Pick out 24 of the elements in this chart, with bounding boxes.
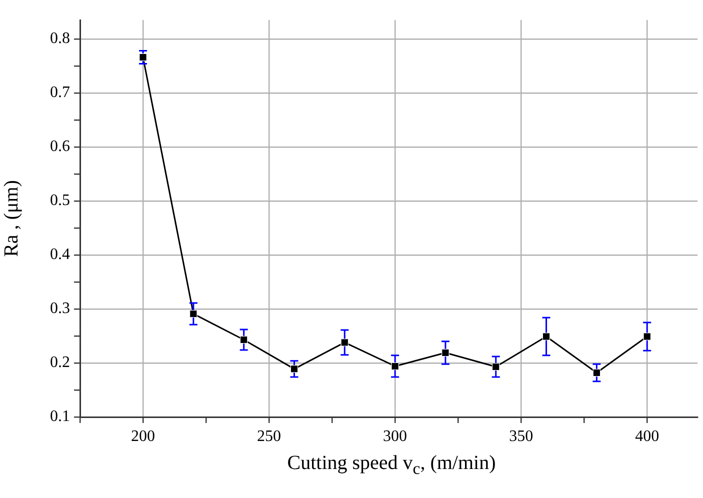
x-tick-label: 300 bbox=[383, 428, 408, 445]
y-tick-label: 0.8 bbox=[50, 30, 70, 48]
y-tick-label: 0.3 bbox=[50, 300, 70, 318]
x-tick-label: 400 bbox=[635, 428, 660, 445]
y-tick-label: 0.4 bbox=[50, 246, 70, 264]
y-tick-label: 0.6 bbox=[50, 138, 70, 156]
y-tick-label: 0.5 bbox=[50, 192, 70, 210]
point bbox=[592, 368, 600, 376]
point bbox=[492, 362, 500, 371]
point bbox=[190, 310, 198, 318]
point bbox=[542, 332, 550, 340]
point bbox=[442, 348, 450, 357]
y-axis-title: Ra , (μm) bbox=[0, 180, 22, 257]
y-tick-label: 0.7 bbox=[50, 84, 70, 102]
y-tick-label: 0.1 bbox=[50, 408, 70, 426]
x-tick-label: 250 bbox=[257, 428, 282, 445]
point bbox=[391, 362, 399, 370]
point bbox=[340, 338, 348, 346]
x-tick-label: 350 bbox=[509, 428, 534, 445]
y-tick-label: 0.2 bbox=[50, 354, 70, 372]
point bbox=[240, 336, 248, 344]
x-tick-label: 200 bbox=[131, 428, 156, 445]
x-axis-title: Cutting speed v$_{c}$, (m/min) bbox=[286, 452, 497, 479]
point bbox=[290, 365, 298, 373]
